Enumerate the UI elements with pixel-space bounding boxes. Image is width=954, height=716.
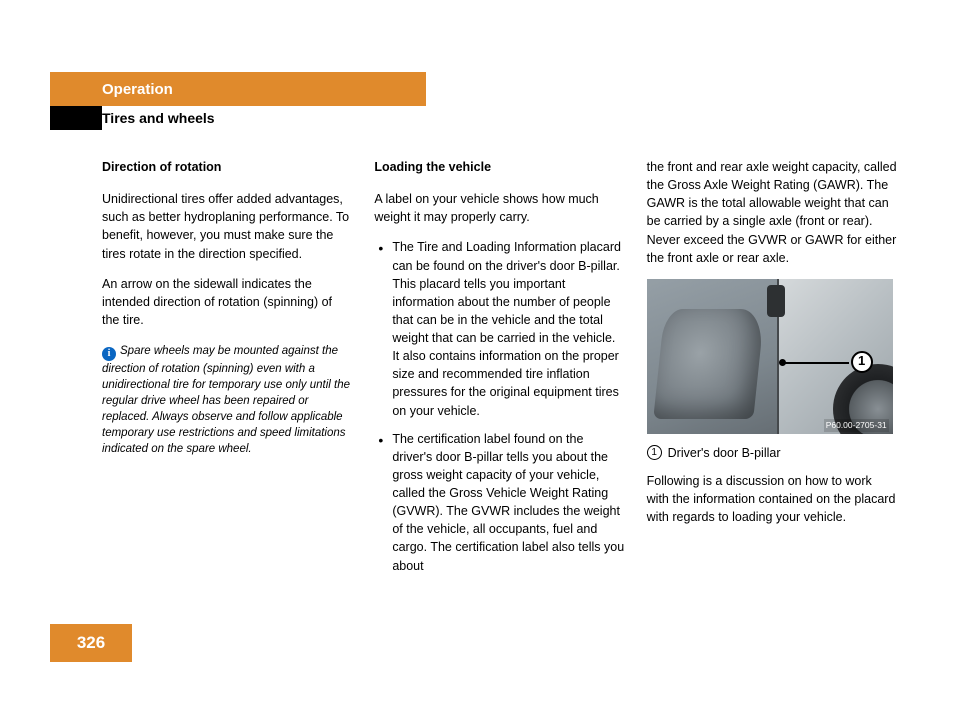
col3-para-2: Following is a discussion on how to work… [647,472,897,526]
col3-para-1: the front and rear axle weight capacity,… [647,158,897,267]
col2-bullet-list: The Tire and Loading Information placard… [374,238,624,574]
col2-bullet-1: The Tire and Loading Information placard… [374,238,624,419]
figure-callout-circle: 1 [851,351,873,373]
figure-seat [653,309,765,419]
col1-heading: Direction of rotation [102,158,352,176]
col2-para-1: A label on your vehicle shows how much w… [374,190,624,226]
column-2: Loading the vehicle A label on your vehi… [374,158,624,585]
col2-heading: Loading the vehicle [374,158,624,176]
content-columns: Direction of rotation Unidirectional tir… [102,158,897,585]
column-1: Direction of rotation Unidirectional tir… [102,158,352,585]
info-note-text: Spare wheels may be mounted against the … [102,345,350,455]
figure-key-num: 1 [647,445,662,460]
figure-key-text: Driver's door B-pillar [668,444,781,462]
column-3: the front and rear axle weight capacity,… [647,158,897,585]
col1-para-1: Unidirectional tires offer added advanta… [102,190,352,263]
page-number: 326 [50,624,132,662]
figure-hinge [767,285,785,317]
chapter-header: Operation [50,72,426,106]
info-icon: i [102,347,116,361]
figure-key-row: 1 Driver's door B-pillar [647,444,897,462]
section-title: Tires and wheels [102,110,215,126]
info-note: iSpare wheels may be mounted against the… [102,343,352,458]
chapter-title: Operation [102,81,173,98]
col1-para-2: An arrow on the sidewall indicates the i… [102,275,352,329]
figure-callout-line [783,362,849,364]
section-marker [50,106,102,130]
figure-code: P60.00-2705-31 [824,419,889,431]
bpillar-figure: 1 P60.00-2705-31 [647,279,893,434]
col2-bullet-2: The certification label found on the dri… [374,430,624,575]
